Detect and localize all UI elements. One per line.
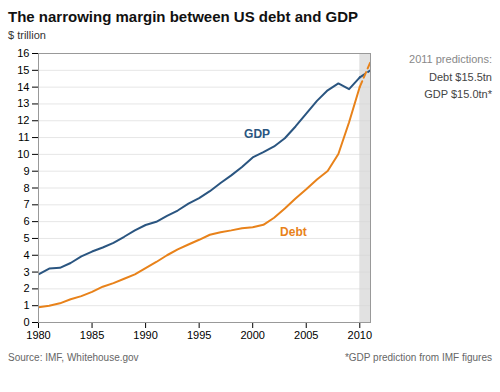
svg-text:2000: 2000 bbox=[240, 329, 264, 341]
svg-text:3: 3 bbox=[23, 266, 29, 278]
svg-text:7: 7 bbox=[23, 198, 29, 210]
svg-text:12: 12 bbox=[17, 114, 29, 126]
svg-text:GDP: GDP bbox=[244, 127, 270, 141]
svg-text:16: 16 bbox=[17, 47, 29, 59]
svg-text:10: 10 bbox=[17, 148, 29, 160]
svg-text:1985: 1985 bbox=[80, 329, 104, 341]
svg-text:13: 13 bbox=[17, 97, 29, 109]
svg-text:15: 15 bbox=[17, 64, 29, 76]
svg-text:9: 9 bbox=[23, 165, 29, 177]
svg-text:1: 1 bbox=[23, 299, 29, 311]
svg-text:0: 0 bbox=[23, 316, 29, 328]
svg-text:4: 4 bbox=[23, 249, 29, 261]
html-text:Debt $15.5tn: Debt $15.5tn bbox=[429, 70, 492, 83]
html-text:Source: IMF, Whitehouse.gov: Source: IMF, Whitehouse.gov bbox=[8, 352, 139, 363]
svg-text:Debt: Debt bbox=[280, 225, 307, 239]
svg-text:5: 5 bbox=[23, 232, 29, 244]
html-text:The narrowing margin between U: The narrowing margin between US debt and… bbox=[8, 8, 358, 25]
svg-text:11: 11 bbox=[18, 131, 29, 143]
html-text:GDP $15.0tn*: GDP $15.0tn* bbox=[424, 88, 492, 101]
svg-text:1995: 1995 bbox=[187, 329, 211, 341]
html-text:*GDP prediction from IMF figur: *GDP prediction from IMF figures bbox=[344, 352, 492, 363]
svg-text:1980: 1980 bbox=[26, 329, 50, 341]
svg-text:2005: 2005 bbox=[294, 329, 318, 341]
svg-text:2010: 2010 bbox=[348, 329, 372, 341]
html-text:$ trillion: $ trillion bbox=[8, 29, 46, 41]
svg-text:2: 2 bbox=[23, 282, 29, 294]
svg-text:14: 14 bbox=[17, 81, 29, 93]
svg-text:8: 8 bbox=[23, 182, 29, 194]
svg-text:1990: 1990 bbox=[133, 329, 157, 341]
html-text:2011 predictions:: 2011 predictions: bbox=[409, 53, 492, 65]
svg-text:6: 6 bbox=[23, 215, 29, 227]
